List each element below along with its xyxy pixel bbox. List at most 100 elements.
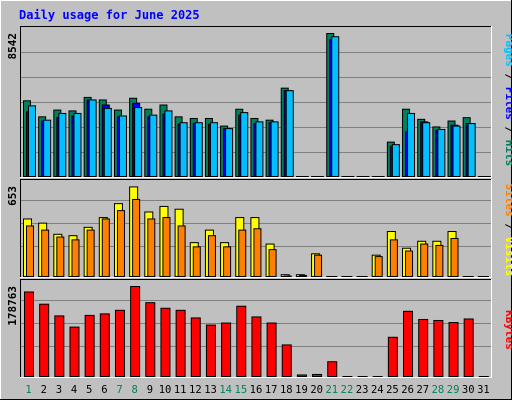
legend-entry-sites: Sites: [503, 184, 512, 217]
bar-sites: [406, 251, 413, 276]
bar-sites: [193, 247, 200, 277]
bar-kbytes: [419, 319, 428, 376]
bar-kbytes: [70, 327, 79, 376]
bar-kbytes: [313, 374, 322, 376]
bar-sites: [315, 255, 322, 276]
legend-visits-sites: Sites / Visits: [503, 184, 512, 277]
bar-sites: [375, 257, 382, 277]
bar-pages: [210, 123, 217, 177]
legend-entry-pages: Pages: [503, 34, 512, 67]
legend-entry-kbytes: KBytes: [503, 310, 512, 350]
day-label: 3: [56, 384, 62, 396]
bar-pages: [119, 116, 126, 177]
day-label: 6: [101, 384, 107, 396]
day-label: 1: [25, 384, 31, 396]
bar-kbytes: [206, 325, 215, 376]
bar-pages: [29, 106, 36, 177]
bar-pages: [195, 123, 202, 177]
day-label: 24: [371, 384, 384, 396]
day-label: 19: [295, 384, 308, 396]
bar-kbytes: [191, 318, 200, 377]
day-label: 21: [325, 384, 338, 396]
bar-kbytes: [100, 314, 109, 377]
legend-entry-sep2: /: [503, 120, 512, 140]
bar-sites: [269, 250, 276, 277]
bar-pages: [332, 37, 339, 177]
day-label: 25: [386, 384, 399, 396]
day-label: 10: [159, 384, 172, 396]
bar-sites: [224, 247, 231, 277]
day-label: 27: [416, 384, 429, 396]
day-label: 14: [219, 384, 232, 396]
bar-pages: [44, 120, 51, 176]
bar-pages: [423, 123, 430, 177]
bar-kbytes: [464, 319, 473, 377]
bar-pages: [256, 122, 263, 177]
day-label: 4: [71, 384, 77, 396]
bar-kbytes: [40, 304, 49, 376]
bar-kbytes: [434, 320, 443, 376]
bar-sites: [436, 245, 443, 276]
y-max-label: 653: [6, 186, 19, 206]
bar-pages: [180, 123, 187, 177]
bar-sites: [421, 244, 428, 276]
bar-sites: [299, 275, 306, 276]
bar-pages: [453, 126, 460, 176]
bar-sites: [208, 236, 215, 277]
bar-kbytes: [252, 317, 261, 377]
bar-kbytes: [222, 323, 231, 376]
day-label: 13: [204, 384, 217, 396]
bar-kbytes: [85, 315, 94, 376]
day-label: 22: [341, 384, 354, 396]
bar-pages: [135, 108, 142, 177]
bar-kbytes: [404, 311, 413, 376]
bar-pages: [408, 113, 415, 176]
bar-sites: [87, 230, 94, 276]
bar-pages: [392, 145, 399, 177]
legend-kbytes: KBytes: [503, 310, 512, 350]
legend-entry-sep1: /: [503, 217, 512, 237]
bar-pages: [74, 113, 81, 176]
bar-kbytes: [55, 316, 64, 377]
bar-kbytes: [161, 308, 170, 376]
day-label: 26: [401, 384, 414, 396]
bar-kbytes: [388, 337, 397, 376]
bar-pages: [150, 115, 157, 176]
day-label: 2: [41, 384, 47, 396]
day-label: 28: [432, 384, 445, 396]
bar-kbytes: [237, 306, 246, 376]
bar-sites: [117, 211, 124, 277]
legend-entry-hits: Hits: [503, 140, 512, 167]
day-label: 20: [310, 384, 323, 396]
bar-kbytes: [297, 375, 306, 377]
bar-kbytes: [449, 323, 458, 377]
bar-sites: [27, 226, 34, 277]
bar-kbytes: [176, 310, 185, 376]
y-max-label: 8542: [6, 33, 19, 60]
bar-pages: [241, 113, 248, 177]
y-max-label: 178763: [6, 286, 19, 326]
day-label: 30: [462, 384, 475, 396]
bar-sites: [102, 219, 109, 277]
bar-sites: [390, 240, 397, 277]
bar-sites: [254, 229, 261, 277]
bar-kbytes: [146, 303, 155, 377]
day-label: 15: [235, 384, 248, 396]
bar-sites: [163, 218, 170, 277]
day-label: 5: [86, 384, 92, 396]
bar-kbytes: [328, 362, 337, 377]
day-label: 16: [250, 384, 263, 396]
bar-pages: [59, 113, 66, 176]
legend-hits-files-pages: Pages / Files / Hits: [503, 34, 512, 167]
bar-kbytes: [282, 345, 291, 377]
bar-sites: [133, 199, 140, 276]
day-label: 7: [116, 384, 122, 396]
bar-pages: [286, 91, 293, 177]
bar-sites: [57, 237, 64, 276]
bar-pages: [165, 111, 172, 177]
day-label: 8: [132, 384, 138, 396]
chart-title: Daily usage for June 2025: [19, 8, 200, 22]
day-label: 11: [174, 384, 187, 396]
